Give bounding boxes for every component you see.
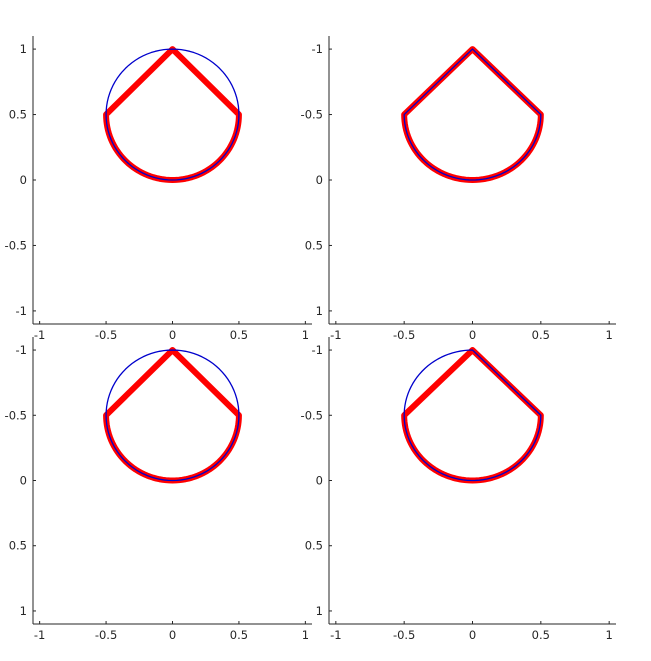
y-tick-label: 1 [20, 42, 27, 56]
x-tick-label: -0.5 [95, 628, 117, 642]
x-tick-label: -0.5 [393, 628, 415, 642]
x-tick-label: 0 [169, 328, 176, 342]
y-tick-label: 0.5 [9, 108, 27, 122]
x-tick-label: -1 [34, 328, 45, 342]
y-tick-label: 0 [20, 173, 27, 187]
subplot-3: 1 0.5 0 -0.5 -1 -1 -0.5 0 0.5 1 [5, 337, 312, 642]
subplot-4: 1 0.5 0 -0.5 -1 -1 -0.5 0 0.5 1 [301, 337, 616, 642]
y-tick-label: 1 [316, 304, 323, 318]
y-tick-label: 0 [316, 173, 323, 187]
y-tick-label: -0.5 [301, 408, 323, 422]
y-tick-label: 0 [20, 474, 27, 488]
x-tick-label: 1 [302, 628, 309, 642]
series-blue-line [105, 349, 240, 482]
x-tick-label: -1 [330, 628, 341, 642]
y-tick-label: -0.5 [301, 108, 323, 122]
y-tick-label: 0.5 [9, 539, 27, 553]
x-tick-label: 1 [606, 328, 613, 342]
y-tick-label: 1 [20, 604, 27, 618]
x-tick-label: 0.5 [532, 628, 550, 642]
x-tick-label: 0 [169, 628, 176, 642]
x-tick-label: 0 [469, 328, 476, 342]
x-tick-label: 1 [302, 328, 309, 342]
y-tick-label: 0.5 [305, 238, 323, 252]
y-tick-label: -1 [312, 343, 323, 357]
x-tick-label: 0.5 [230, 628, 248, 642]
y-tick-label: -1 [16, 304, 27, 318]
series-blue-line [105, 48, 240, 181]
x-tick-label: 0.5 [230, 328, 248, 342]
y-tick-label: -0.5 [5, 238, 27, 252]
x-tick-label: 0 [469, 628, 476, 642]
subplot-1: -1 -0.5 0 0.5 1 -1 -0.5 0 0.5 1 [5, 36, 312, 342]
series-red-line [401, 46, 544, 183]
x-tick-label: -0.5 [393, 328, 415, 342]
x-tick-label: -1 [34, 628, 45, 642]
y-tick-label: 0.5 [305, 539, 323, 553]
y-tick-label: -1 [16, 343, 27, 357]
x-tick-label: -0.5 [95, 328, 117, 342]
series-red-line [103, 46, 242, 183]
y-tick-label: 1 [316, 604, 323, 618]
subplot-2: 1 0.5 0 -0.5 -1 -1 -0.5 0 0.5 1 [301, 36, 616, 342]
series-blue-line [403, 349, 542, 482]
series-blue-line [403, 48, 542, 181]
y-tick-label: -1 [312, 42, 323, 56]
y-tick-label: -0.5 [5, 408, 27, 422]
x-tick-label: -1 [330, 328, 341, 342]
x-tick-label: 0.5 [532, 328, 550, 342]
series-red-line [103, 347, 242, 484]
x-tick-label: 1 [606, 628, 613, 642]
y-tick-label: 0 [316, 474, 323, 488]
